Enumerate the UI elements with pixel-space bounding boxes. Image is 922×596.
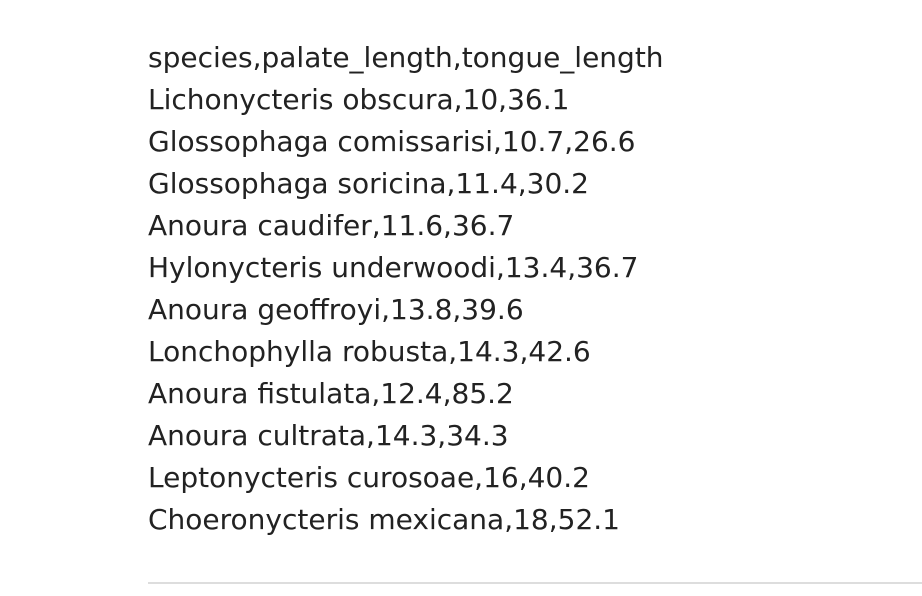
horizontal-divider bbox=[148, 582, 922, 584]
csv-data-line: Lonchophylla robusta,14.3,42.6 bbox=[148, 335, 591, 368]
csv-data-line: Choeronycteris mexicana,18,52.1 bbox=[148, 503, 620, 536]
csv-data-line: Leptonycteris curosoae,16,40.2 bbox=[148, 461, 590, 494]
csv-text-block: species,palate_length,tongue_length Lich… bbox=[148, 37, 664, 541]
csv-data-line: Anoura fistulata,12.4,85.2 bbox=[148, 377, 514, 410]
csv-data-line: Anoura cultrata,14.3,34.3 bbox=[148, 419, 509, 452]
csv-data-line: Glossophaga comissarisi,10.7,26.6 bbox=[148, 125, 636, 158]
csv-data-line: Anoura caudifer,11.6,36.7 bbox=[148, 209, 515, 242]
csv-data-line: Anoura geoffroyi,13.8,39.6 bbox=[148, 293, 524, 326]
csv-data-line: Lichonycteris obscura,10,36.1 bbox=[148, 83, 570, 116]
csv-data-line: Glossophaga soricina,11.4,30.2 bbox=[148, 167, 589, 200]
csv-data-line: Hylonycteris underwoodi,13.4,36.7 bbox=[148, 251, 639, 284]
csv-header-line: species,palate_length,tongue_length bbox=[148, 41, 664, 74]
